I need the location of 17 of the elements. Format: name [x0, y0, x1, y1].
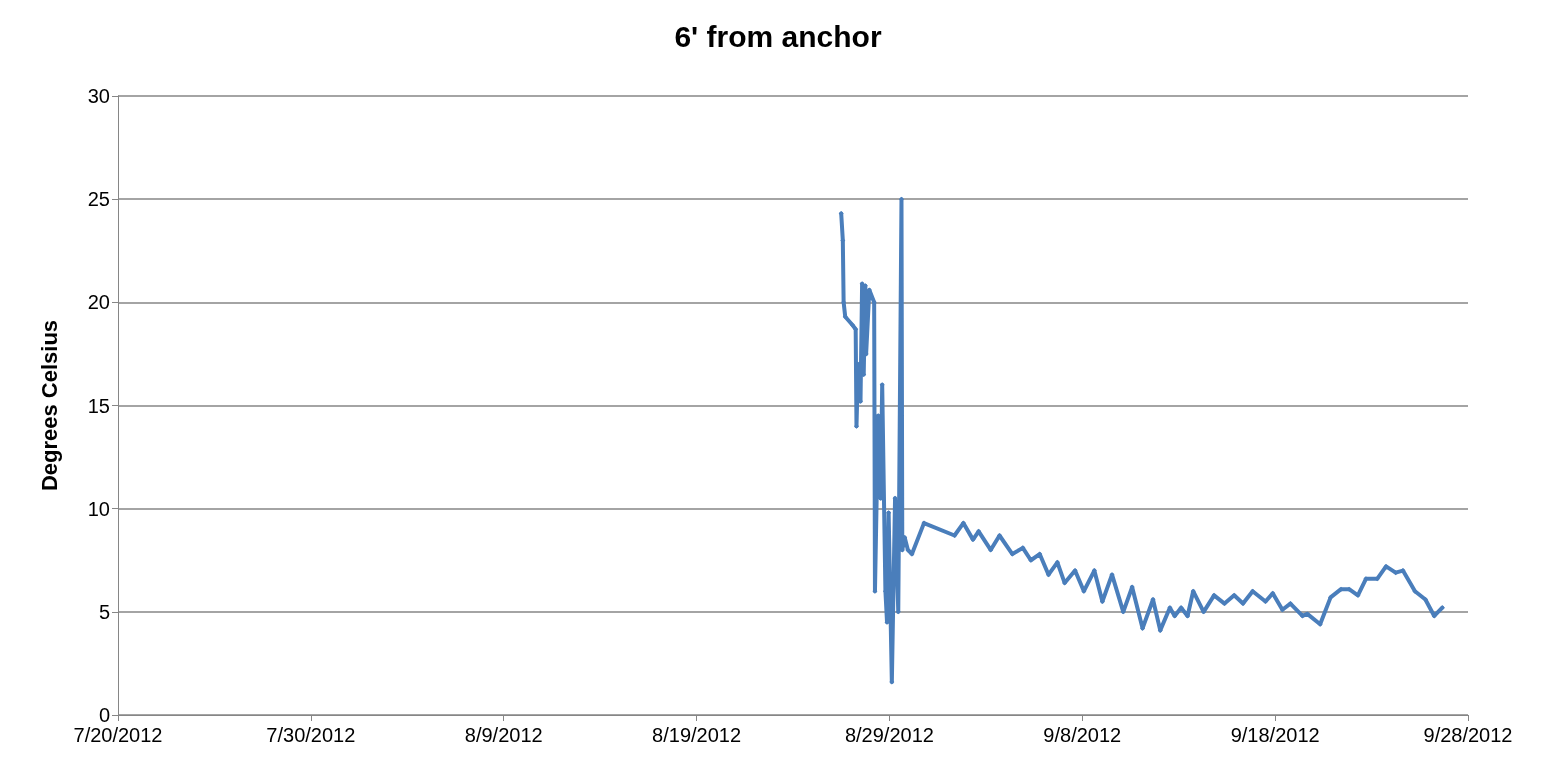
y-tick-label: 20 [87, 291, 110, 314]
x-tick-label: 8/29/2012 [844, 724, 934, 746]
x-tick-label: 9/18/2012 [1230, 724, 1320, 746]
x-tick-label: 7/30/2012 [266, 724, 356, 746]
y-tick-label: 10 [87, 497, 110, 520]
y-tick-label: 5 [98, 600, 110, 623]
y-tick-label: 0 [98, 704, 110, 726]
chart-title: 6' from anchor [674, 19, 882, 53]
y-axis-title: Degrees Celsius [36, 319, 62, 492]
x-tick-label: 8/19/2012 [652, 724, 742, 746]
x-tick-label: 9/8/2012 [1043, 724, 1122, 746]
x-tick-label: 9/28/2012 [1423, 724, 1513, 746]
x-tick-label: 8/9/2012 [464, 724, 543, 746]
x-tick-label: 7/20/2012 [73, 724, 163, 746]
y-tick-label: 30 [87, 85, 110, 107]
y-tick-label: 25 [87, 188, 110, 211]
y-tick-label: 15 [87, 394, 110, 417]
